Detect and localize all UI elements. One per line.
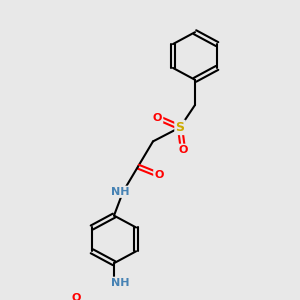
Text: NH: NH [111,278,129,288]
Text: O: O [178,145,188,155]
Text: NH: NH [111,187,129,197]
Text: S: S [176,121,184,134]
Text: O: O [153,112,162,123]
Text: O: O [154,170,164,180]
Text: O: O [72,293,81,300]
